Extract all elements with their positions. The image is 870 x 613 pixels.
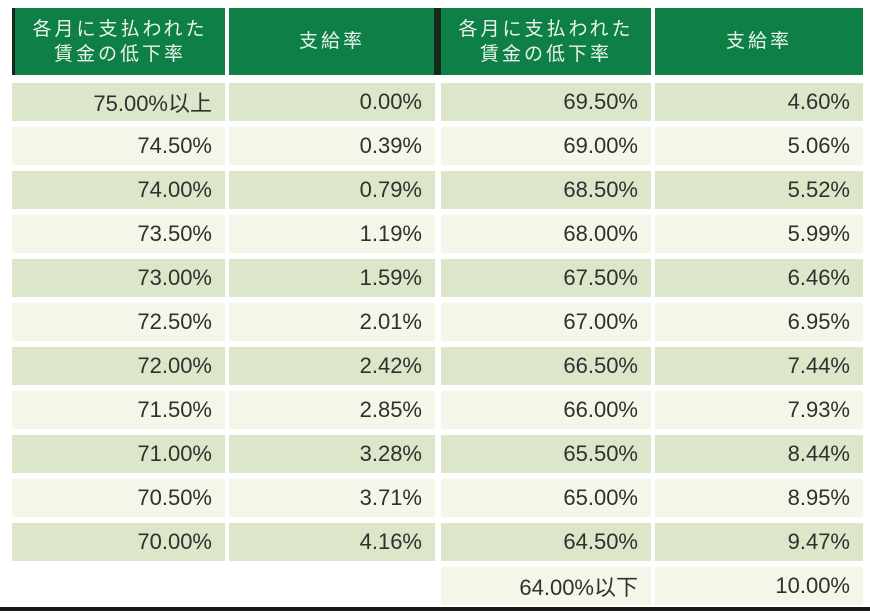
pay-cell: 7.93% [655, 391, 863, 429]
rate-cell: 64.50% [441, 523, 651, 561]
rate-cell: 65.00% [441, 479, 651, 517]
pay-cell: 2.01% [229, 303, 435, 341]
rate-column-header: 各月に支払われた 賃金の低下率 [12, 8, 225, 75]
rate-cell: 69.00% [441, 127, 651, 165]
pay-cell: 7.44% [655, 347, 863, 385]
rate-cell: 68.50% [441, 171, 651, 209]
pay-cell: 9.47% [655, 523, 863, 561]
pay-cell: 8.44% [655, 435, 863, 473]
pay-column-header: 支給率 [229, 8, 435, 75]
rate-cell: 67.00% [441, 303, 651, 341]
rate-cell: 65.50% [441, 435, 651, 473]
table-body: 69.50% 4.60% 69.00% 5.06% 68.50% 5.52% 6… [441, 83, 863, 605]
table-header-row: 各月に支払われた 賃金の低下率 支給率 [441, 8, 863, 75]
pay-cell: 8.95% [655, 479, 863, 517]
rate-cell: 73.50% [12, 215, 225, 253]
pay-cell: 6.95% [655, 303, 863, 341]
rate-cell: 73.00% [12, 259, 225, 297]
pay-cell: 1.19% [229, 215, 435, 253]
table-header-row: 各月に支払われた 賃金の低下率 支給率 [12, 8, 435, 75]
header-divider [434, 8, 441, 75]
rate-cell: 69.50% [441, 83, 651, 121]
rate-header-line1: 各月に支払われた [458, 18, 634, 40]
pay-cell: 0.79% [229, 171, 435, 209]
rate-cell: 64.00%以下 [441, 567, 651, 605]
pay-cell: 3.71% [229, 479, 435, 517]
pay-cell: 2.85% [229, 391, 435, 429]
table-body: 75.00%以上 0.00% 74.50% 0.39% 74.00% 0.79%… [12, 83, 435, 605]
rate-cell: 72.50% [12, 303, 225, 341]
empty-cell [229, 567, 435, 605]
rate-cell: 66.50% [441, 347, 651, 385]
empty-cell [12, 567, 225, 605]
pay-cell: 1.59% [229, 259, 435, 297]
pay-cell: 5.99% [655, 215, 863, 253]
rate-cell: 67.50% [441, 259, 651, 297]
table-left-half: 各月に支払われた 賃金の低下率 支給率 75.00%以上 0.00% 74.50… [12, 8, 435, 605]
rate-cell: 68.00% [441, 215, 651, 253]
pay-cell: 5.52% [655, 171, 863, 209]
pay-cell: 4.60% [655, 83, 863, 121]
pay-cell: 0.00% [229, 83, 435, 121]
pay-cell: 10.00% [655, 567, 863, 605]
rate-cell: 71.00% [12, 435, 225, 473]
bottom-border-line [0, 607, 870, 611]
rate-column-header: 各月に支払われた 賃金の低下率 [441, 8, 651, 75]
rate-cell: 70.00% [12, 523, 225, 561]
rate-cell: 70.50% [12, 479, 225, 517]
rate-cell: 71.50% [12, 391, 225, 429]
pay-cell: 3.28% [229, 435, 435, 473]
pay-cell: 6.46% [655, 259, 863, 297]
rate-cell: 66.00% [441, 391, 651, 429]
pay-column-header: 支給率 [655, 8, 863, 75]
rate-header-line2: 賃金の低下率 [479, 43, 612, 65]
pay-cell: 4.16% [229, 523, 435, 561]
rate-header-line2: 賃金の低下率 [53, 43, 186, 65]
rate-cell: 75.00%以上 [12, 83, 225, 121]
pay-cell: 2.42% [229, 347, 435, 385]
table-right-half: 各月に支払われた 賃金の低下率 支給率 69.50% 4.60% 69.00% … [441, 8, 863, 605]
pay-cell: 0.39% [229, 127, 435, 165]
pay-cell: 5.06% [655, 127, 863, 165]
rate-cell: 74.50% [12, 127, 225, 165]
rate-cell: 74.00% [12, 171, 225, 209]
rate-cell: 72.00% [12, 347, 225, 385]
rate-header-line1: 各月に支払われた [32, 18, 208, 40]
